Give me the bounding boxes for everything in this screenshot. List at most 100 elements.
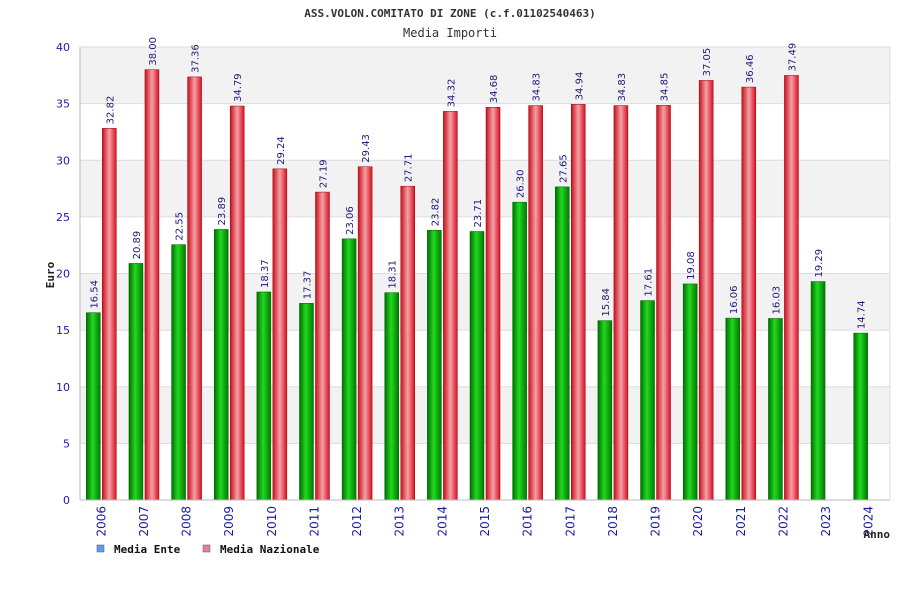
data-label: 34.83 xyxy=(532,73,543,102)
y-tick-label: 40 xyxy=(56,41,70,54)
data-label: 19.08 xyxy=(686,251,697,280)
bar-media-ente xyxy=(682,283,698,501)
bar-media-ente xyxy=(597,320,613,501)
x-tick-label: 2012 xyxy=(350,506,364,537)
bar-media-ente xyxy=(469,231,485,501)
y-axis-label: Euro xyxy=(44,261,57,288)
data-label: 23.71 xyxy=(473,199,484,228)
bar-media-ente xyxy=(555,186,570,501)
x-tick-label: 2020 xyxy=(691,506,705,537)
bar-media-ente xyxy=(86,312,101,501)
data-label: 37.49 xyxy=(787,43,798,72)
data-label: 22.55 xyxy=(175,212,186,241)
y-tick-label: 5 xyxy=(63,437,70,450)
data-label: 17.61 xyxy=(644,268,655,297)
legend: Media Ente Media Nazionale xyxy=(96,543,320,556)
data-label: 34.94 xyxy=(574,72,585,101)
y-tick-label: 25 xyxy=(56,211,70,224)
x-tick-label: 2011 xyxy=(307,506,321,537)
data-label: 34.32 xyxy=(446,79,457,108)
x-axis-label: Anno xyxy=(864,528,891,541)
x-tick-label: 2008 xyxy=(180,506,194,537)
data-label: 18.31 xyxy=(388,260,399,289)
data-label: 16.03 xyxy=(771,286,782,315)
bar-media-ente xyxy=(299,303,314,501)
y-tick-label: 30 xyxy=(56,154,70,167)
data-label: 27.65 xyxy=(558,154,569,183)
x-tick-labels: 2006 2007 2008 2009 2010 2011 2012 2013 2014 2015… xyxy=(94,506,875,537)
y-tick-labels: 0 5 10 15 20 25 30 35 40 xyxy=(56,41,70,507)
bar-media-ente xyxy=(384,292,399,501)
data-labels: 16.54 32.82 20.89 38.00 22.55 37.36 23.89 34.79… xyxy=(89,37,867,329)
bar-media-nazionale xyxy=(571,104,586,501)
x-tick-label: 2006 xyxy=(94,506,108,537)
data-label: 16.06 xyxy=(729,285,740,314)
y-tick-label: 15 xyxy=(56,324,70,337)
bar-media-nazionale xyxy=(272,168,288,501)
bar-media-ente xyxy=(341,238,357,501)
bar-media-nazionale xyxy=(784,75,799,501)
bar-media-nazionale xyxy=(315,191,330,501)
y-tick-label: 20 xyxy=(56,268,70,281)
chart-subtitle: Media Importi xyxy=(403,26,497,40)
data-label: 23.06 xyxy=(345,206,356,235)
data-label: 34.83 xyxy=(617,73,628,102)
x-tick-label: 2015 xyxy=(478,506,492,537)
bar-media-nazionale xyxy=(741,86,757,501)
data-label: 37.36 xyxy=(191,44,202,73)
legend-swatch xyxy=(96,544,105,553)
bar-media-ente xyxy=(853,332,868,501)
data-label: 34.79 xyxy=(233,73,244,102)
x-tick-label: 2022 xyxy=(776,506,790,537)
bar-media-nazionale xyxy=(485,106,501,501)
bar-media-nazionale xyxy=(698,80,714,501)
bar-media-ente xyxy=(725,317,741,501)
bar-media-ente xyxy=(171,244,186,501)
data-label: 34.85 xyxy=(660,73,671,102)
data-label: 29.43 xyxy=(361,134,372,163)
bar-media-ente xyxy=(640,300,655,501)
data-label: 18.37 xyxy=(260,259,271,288)
bar-media-nazionale xyxy=(102,128,117,501)
legend-label: Media Nazionale xyxy=(220,543,320,556)
y-tick-label: 10 xyxy=(56,381,70,394)
bar-media-nazionale xyxy=(400,185,415,501)
x-tick-label: 2017 xyxy=(563,506,577,537)
data-label: 20.89 xyxy=(132,231,143,260)
bar-media-ente xyxy=(256,291,272,501)
bar-media-ente xyxy=(512,201,527,501)
data-label: 29.24 xyxy=(276,136,287,165)
data-label: 27.19 xyxy=(318,159,329,188)
data-label: 14.74 xyxy=(857,300,868,329)
bar-media-ente xyxy=(810,281,826,501)
data-label: 23.82 xyxy=(430,198,441,227)
bar-media-ente xyxy=(427,229,442,501)
bar-media-nazionale xyxy=(656,105,671,501)
x-tick-label: 2016 xyxy=(521,506,535,537)
data-label: 37.05 xyxy=(702,48,713,77)
data-label: 17.37 xyxy=(302,271,313,300)
x-tick-label: 2018 xyxy=(606,506,620,537)
bar-media-nazionale xyxy=(443,111,458,501)
x-tick-label: 2014 xyxy=(435,506,449,537)
data-label: 38.00 xyxy=(148,37,159,66)
axes xyxy=(79,47,891,501)
bar-media-ente xyxy=(768,318,783,501)
bar-media-ente xyxy=(128,263,144,501)
bar-media-ente xyxy=(213,229,229,501)
x-tick-label: 2013 xyxy=(393,506,407,537)
x-tick-label: 2007 xyxy=(137,506,151,537)
x-tick-label: 2010 xyxy=(265,506,279,537)
bar-media-nazionale xyxy=(144,69,160,501)
data-label: 19.29 xyxy=(814,249,825,278)
data-label: 23.89 xyxy=(217,197,228,226)
data-label: 27.71 xyxy=(404,154,415,183)
data-label: 16.54 xyxy=(89,280,100,309)
x-tick-label: 2009 xyxy=(222,506,236,537)
bar-media-nazionale xyxy=(357,166,373,501)
legend-label: Media Ente xyxy=(114,543,181,556)
bar-media-nazionale xyxy=(187,76,202,501)
data-label: 15.84 xyxy=(601,288,612,317)
bar-media-nazionale xyxy=(229,105,245,501)
